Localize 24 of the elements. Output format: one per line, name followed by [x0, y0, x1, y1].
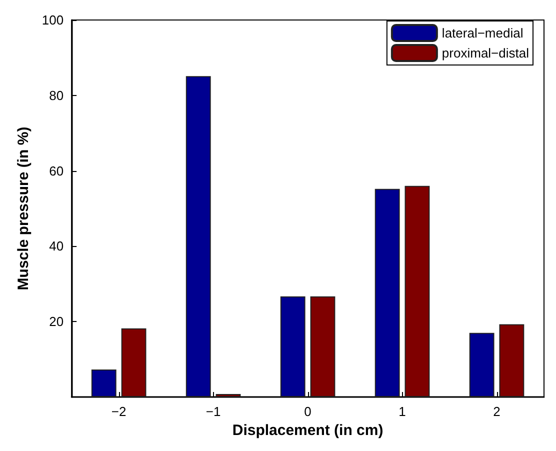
- x-tick-label: 0: [304, 404, 312, 419]
- bar: [374, 188, 400, 397]
- bar: [310, 296, 336, 397]
- x-tick-label: 1: [398, 404, 406, 419]
- legend-label: proximal−distal: [442, 46, 530, 60]
- y-axis-title: Muscle pressure (in %): [15, 126, 32, 290]
- x-tick-label: −2: [111, 404, 126, 419]
- x-axis-title: Displacement (in cm): [232, 422, 384, 439]
- x-tick-label: −1: [206, 404, 221, 419]
- bar: [280, 296, 306, 397]
- legend-label: lateral−medial: [442, 26, 524, 40]
- y-tick-label: 20: [49, 314, 64, 330]
- bar: [121, 328, 146, 397]
- bar: [91, 369, 116, 397]
- y-tick-label: 40: [49, 238, 64, 254]
- bar: [186, 76, 211, 397]
- y-tick-label: 80: [49, 88, 64, 103]
- bar: [499, 324, 524, 397]
- bar: [469, 332, 494, 397]
- bar: [404, 186, 430, 397]
- x-tick-label: 2: [493, 404, 500, 419]
- y-tick-label: 60: [49, 163, 64, 178]
- bar: [216, 394, 241, 397]
- y-tick-label: 100: [42, 12, 64, 28]
